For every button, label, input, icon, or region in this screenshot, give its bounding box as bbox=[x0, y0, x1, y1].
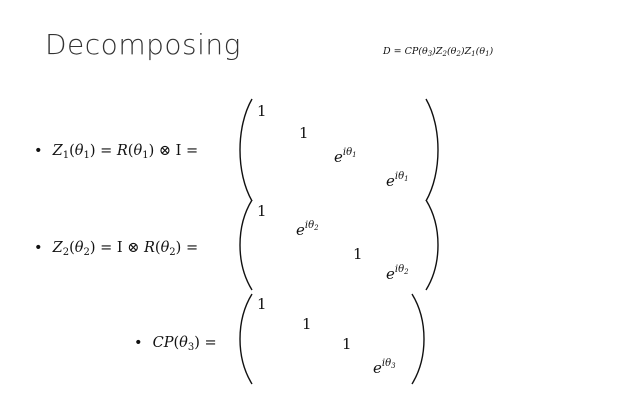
cp-entry-1: 1 bbox=[257, 295, 267, 313]
z2-entry-4: eiθ2e^{iθ₂} bbox=[386, 264, 409, 283]
bullet-icon: • bbox=[34, 143, 43, 159]
decomposition-formula: D = CP(θ₃)Z₂(θ₂)Z₁(θ₁) D = CP(θ3)Z2(θ2)Z… bbox=[383, 46, 494, 58]
cp-entry-3: 1 bbox=[342, 335, 352, 353]
z2-matrix: 1 eiθ2e^{iθ₂} 1 eiθ2e^{iθ₂} bbox=[238, 198, 440, 292]
bullet-icon: • bbox=[34, 240, 43, 256]
cp-matrix-brackets bbox=[239, 293, 425, 385]
bullet-icon: • bbox=[134, 335, 143, 351]
z1-matrix-brackets bbox=[239, 98, 439, 202]
slide-title: Decomposing bbox=[45, 28, 241, 61]
z2-entry-1: 1 bbox=[257, 202, 267, 220]
z1-entry-2: 1 bbox=[299, 124, 309, 142]
z2-equation-label: • Z₂(θ₂) = I ⊗ R(θ₂) = Z2(θ2) = I ⊗ R(θ2… bbox=[34, 240, 199, 258]
z2-entry-3: 1 bbox=[353, 245, 363, 263]
cp-entry-2: 1 bbox=[302, 315, 312, 333]
cp-matrix: 1 1 1 eiθ3e^{iθ₃} bbox=[238, 292, 426, 386]
z1-equation-label: • Z₁(θ₁) = R(θ₁) ⊗ I = Z1(θ1) = R(θ1) ⊗ … bbox=[34, 143, 199, 161]
z2-entry-2: eiθ2e^{iθ₂} bbox=[296, 220, 319, 239]
z2-matrix-brackets bbox=[239, 199, 439, 291]
cp-equation-label: • CP(θ₃) = CP(θ3) = bbox=[134, 335, 217, 353]
z1-entry-1: 1 bbox=[257, 102, 267, 120]
cp-entry-4: eiθ3e^{iθ₃} bbox=[373, 358, 396, 377]
